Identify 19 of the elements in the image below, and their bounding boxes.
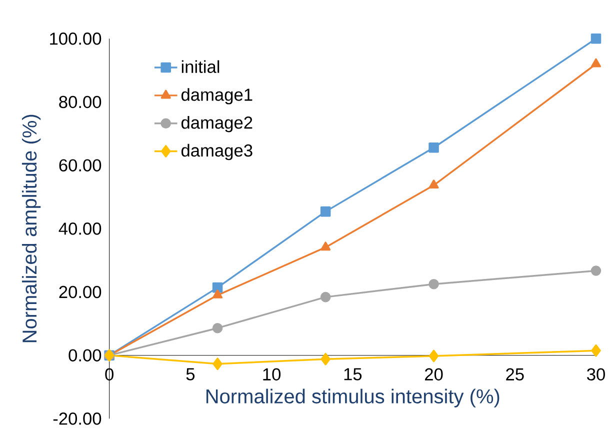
- y-tick-label: 80.00: [59, 96, 102, 108]
- legend-label: damage3: [181, 144, 252, 160]
- x-tick-label: 10: [263, 368, 281, 380]
- x-tick-label: 15: [344, 368, 362, 380]
- x-tick-label: 5: [186, 368, 195, 380]
- y-tick-label: -20.00: [53, 412, 102, 425]
- legend-label: damage1: [181, 88, 252, 104]
- x-axis-title: Normalized stimulus intensity (%): [206, 388, 500, 408]
- y-axis-title: Normalized amplitude (%): [22, 114, 41, 342]
- y-tick-label: 100.00: [50, 32, 102, 45]
- legend-label: initial: [182, 60, 220, 73]
- x-tick-label: 30: [587, 368, 605, 380]
- x-tick-label: 20: [425, 368, 443, 380]
- y-tick-label: 20.00: [59, 286, 102, 298]
- legend-label: damage2: [181, 116, 252, 132]
- y-tick-label: 40.00: [58, 222, 102, 235]
- y-tick-label: 0.00: [68, 349, 102, 362]
- y-tick-label: 60.00: [59, 159, 102, 172]
- x-tick-label: 25: [506, 368, 524, 380]
